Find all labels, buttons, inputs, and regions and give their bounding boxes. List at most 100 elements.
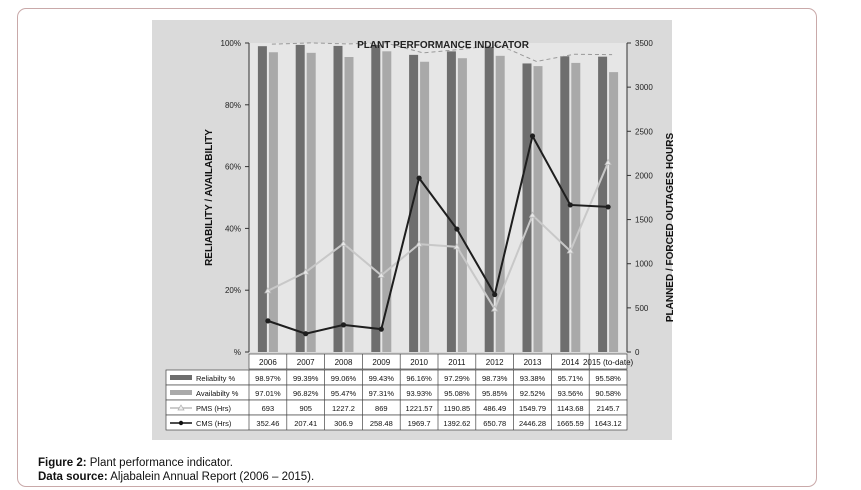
- point-cms: [340, 322, 347, 328]
- bar-availabilty: [382, 51, 392, 352]
- left-tick-label: 60%: [225, 163, 241, 172]
- data-cell: 352.46: [256, 419, 279, 428]
- category-label: 2012: [486, 358, 504, 367]
- series-name: Reliabilty %: [196, 374, 236, 383]
- data-cell: 1143.68: [557, 404, 584, 413]
- data-cell: 96.82%: [293, 389, 319, 398]
- data-cell: 306.9: [334, 419, 353, 428]
- point-cms: [454, 226, 460, 232]
- bar-availabilty: [457, 58, 467, 353]
- legend-key-reliabilty: [170, 375, 192, 380]
- point-cms: [529, 133, 536, 139]
- data-cell: 95.71%: [558, 374, 584, 383]
- right-tick-label: 2000: [635, 171, 653, 180]
- data-cell: 1190.85: [444, 404, 471, 413]
- bar-reliabilty: [295, 44, 305, 353]
- data-cell: 97.29%: [444, 374, 470, 383]
- point-pms: [453, 243, 461, 250]
- bar-availabilty: [609, 72, 619, 353]
- data-cell: 95.47%: [331, 389, 357, 398]
- series-name: CMS (Hrs): [196, 419, 232, 428]
- chart-title: PLANT PERFORMANCE INDICATOR: [357, 40, 530, 51]
- data-cell: 95.85%: [482, 389, 508, 398]
- data-cell: 99.43%: [369, 374, 395, 383]
- top-dashed-line: [271, 42, 613, 62]
- data-cell: 2446.28: [519, 419, 546, 428]
- bar-availabilty: [533, 66, 543, 353]
- data-cell: 99.06%: [331, 374, 357, 383]
- bar-reliabilty: [333, 45, 343, 352]
- right-tick-label: 3500: [635, 39, 653, 48]
- category-label: 2010: [410, 358, 428, 367]
- point-pms: [528, 211, 537, 218]
- legend-key-pms-marker: [177, 404, 185, 411]
- point-pms: [604, 158, 612, 165]
- category-label: 2015 (to-date): [583, 358, 634, 367]
- point-pms: [415, 240, 423, 247]
- point-cms: [605, 204, 611, 210]
- legend-key-availabilty: [170, 390, 192, 395]
- right-tick-label: 500: [635, 304, 649, 313]
- bar-reliabilty: [446, 51, 456, 352]
- bar-availabilty: [571, 62, 581, 353]
- series-name: Availabilty %: [196, 389, 239, 398]
- data-cell: 93.56%: [558, 389, 584, 398]
- data-cell: 90.58%: [595, 389, 621, 398]
- data-cell: 93.93%: [406, 389, 432, 398]
- legend-key-cms-marker: [178, 420, 184, 426]
- point-cms: [303, 331, 309, 337]
- point-cms: [265, 318, 271, 324]
- point-pms: [490, 305, 499, 312]
- right-tick-label: 0: [635, 348, 640, 357]
- data-cell: 97.01%: [255, 389, 281, 398]
- source-text: Aljabalein Annual Report (2006 – 2015).: [110, 471, 315, 483]
- category-label: 2014: [561, 358, 579, 367]
- category-label: 2013: [524, 358, 542, 367]
- data-cell: 93.38%: [520, 374, 546, 383]
- data-cell: 1549.79: [519, 404, 546, 413]
- figure-text: Plant performance indicator.: [89, 457, 233, 469]
- bar-availabilty: [344, 56, 354, 352]
- data-cell: 693: [262, 404, 275, 413]
- data-cell: 1227.2: [332, 404, 355, 413]
- figure-caption: Figure 2: Plant performance indicator. D…: [38, 456, 314, 484]
- data-cell: 99.39%: [293, 374, 319, 383]
- right-tick-label: 3000: [635, 83, 653, 92]
- point-pms: [566, 247, 575, 254]
- data-cell: 2145.7: [597, 404, 620, 413]
- data-cell: 98.73%: [482, 374, 508, 383]
- point-cms: [492, 291, 498, 298]
- bar-reliabilty: [598, 56, 608, 352]
- point-pms: [339, 239, 348, 247]
- y2-axis-title: PLANNED / FORCED OUTAGES HOURS: [665, 133, 676, 323]
- data-cell: 98.97%: [255, 374, 281, 383]
- bar-reliabilty: [484, 46, 494, 352]
- left-tick-label: %: [234, 348, 241, 357]
- y-axis-title: RELIABILITY / AVAILABILITY: [204, 129, 215, 266]
- point-pms: [301, 268, 310, 275]
- data-cell: 650.78: [483, 419, 506, 428]
- figure-label: Figure 2:: [38, 457, 87, 469]
- data-cell: 1665.59: [557, 419, 584, 428]
- category-label: 2011: [448, 358, 466, 367]
- left-tick-label: 100%: [221, 39, 241, 48]
- right-tick-label: 1000: [635, 260, 653, 269]
- data-cell: 207.41: [294, 419, 317, 428]
- bar-reliabilty: [560, 56, 570, 352]
- category-label: 2008: [335, 358, 353, 367]
- point-cms: [416, 175, 422, 181]
- bar-availabilty: [306, 52, 316, 352]
- category-label: 2009: [372, 358, 390, 367]
- bar-availabilty: [495, 55, 505, 353]
- category-label: 2006: [259, 358, 277, 367]
- point-cms: [567, 202, 573, 208]
- bar-reliabilty: [522, 63, 532, 352]
- data-cell: 95.58%: [595, 374, 621, 383]
- table-row: [165, 414, 628, 431]
- data-cell: 486.49: [483, 404, 506, 413]
- data-cell: 96.16%: [406, 374, 432, 383]
- line-cmshrs: [267, 133, 609, 335]
- data-cell: 1643.12: [595, 419, 622, 428]
- data-cell: 95.08%: [444, 389, 470, 398]
- data-cell: 97.31%: [369, 389, 395, 398]
